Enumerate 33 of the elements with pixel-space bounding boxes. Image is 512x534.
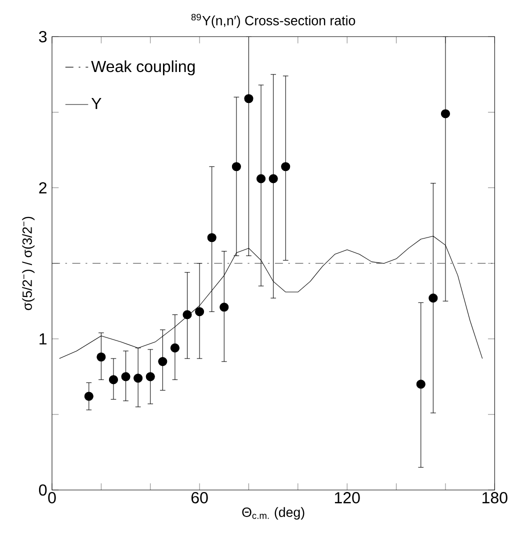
point [182,310,192,320]
point [108,375,118,384]
point [207,233,216,242]
y-axis-title: σ(5/2$^{−}$) / σ(3/2$^{−}$) [22,216,34,310]
point [194,307,204,316]
x-tick-label: 0 [48,492,56,504]
y-tick-label: 2 [38,182,46,194]
point [428,294,438,303]
x-tick-label: 120 [334,492,360,504]
point [121,372,130,382]
legend-label: Y [91,98,102,109]
point [133,374,142,383]
y-tick-label: 0 [38,484,46,496]
x-axis-title: Θ$_{c.m.}$ (deg) [242,507,304,520]
x-tick-label: 60 [191,492,208,504]
point [232,162,241,172]
point [146,372,155,382]
point [268,174,278,184]
point [96,352,106,362]
point [440,109,450,118]
point [219,302,228,312]
y-tick-label: 3 [38,31,46,42]
point [256,174,266,184]
point [280,162,290,172]
y-tick-label: 1 [39,333,46,344]
x-tick-label: 180 [482,492,508,504]
legend-label: Weak coupling [90,60,194,76]
point [84,392,94,401]
point [244,94,254,104]
chart-title: $^{89}$Y(n,n′) Cross-section ratio [191,14,355,28]
point [416,380,426,389]
point [170,343,180,352]
point [158,357,167,366]
